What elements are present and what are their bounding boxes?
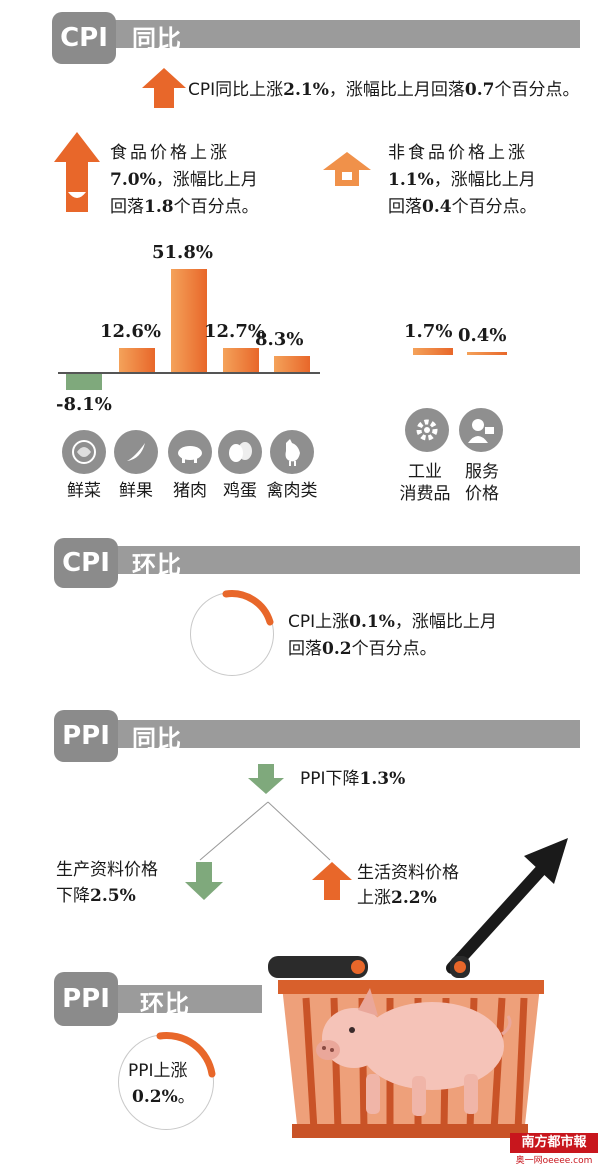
cpi-mom-section-bar <box>110 546 580 574</box>
nonfood-label-industry: 工业 消费品 <box>399 462 451 504</box>
nonfood-bar-label-0: 1.7% <box>404 321 453 343</box>
ppi-mom-badge: PPI <box>54 972 118 1026</box>
cpi-yoy-headline: CPI同比上涨2.1%，涨幅比上月回落0.7个百分点。 <box>188 80 580 100</box>
food-bar-1 <box>118 346 156 374</box>
nonfood-bar-label-1: 0.4% <box>458 325 507 346</box>
cpi-yoy-section-bar <box>110 20 580 48</box>
cpi-yoy-badge: CPI <box>52 12 116 64</box>
food-bar-3 <box>222 346 260 374</box>
newspaper-logo: 南方都市報 <box>510 1133 598 1153</box>
production-text-1: 生产资料价格 <box>56 860 158 880</box>
banana-icon <box>114 430 158 474</box>
food-price-text-2: 7.0%，涨幅比上月 <box>110 170 258 190</box>
basket-pig-illustration <box>268 838 568 1138</box>
living-text-2: 上涨2.2% <box>357 888 437 908</box>
nonfood-price-text: 非食品价格上涨 <box>388 143 528 163</box>
nonfood-price-text-2: 1.1%，涨幅比上月 <box>388 170 536 190</box>
living-text-1: 生活资料价格 <box>357 863 459 883</box>
food-up-arrow-icon <box>54 132 100 212</box>
vegetable-icon <box>62 430 106 474</box>
chicken-icon <box>270 430 314 474</box>
cpi-mom-text-2: 回落0.2个百分点。 <box>288 639 437 659</box>
production-down-arrow-icon <box>185 862 223 900</box>
nonfood-up-arrow-icon <box>323 152 371 186</box>
egg-icon <box>218 430 262 474</box>
food-label-poultry: 禽肉类 <box>266 481 318 501</box>
ppi-mom-section-bar <box>110 985 262 1013</box>
ppi-yoy-headline: PPI下降1.3% <box>300 769 406 789</box>
food-label-pork: 猪肉 <box>173 481 207 501</box>
ppi-yoy-badge: PPI <box>54 710 118 762</box>
production-text-2: 下降2.5% <box>56 886 136 906</box>
nonfood-bar-0 <box>412 347 454 356</box>
food-bar-0 <box>66 374 102 391</box>
food-bar-label-4: 8.3% <box>255 329 304 351</box>
ppi-down-arrow-icon <box>248 764 284 794</box>
ppi-yoy-section-bar <box>110 720 580 748</box>
food-chart-baseline <box>58 372 320 374</box>
ppi-mom-text-1: PPI上涨 <box>128 1061 188 1081</box>
ppi-mom-title: 环比 <box>140 990 190 1018</box>
cpi-yoy-title: 同比 <box>132 25 182 53</box>
cpi-mom-badge: CPI <box>54 538 118 588</box>
site-watermark: 奥一网oeeee.com <box>515 1156 593 1166</box>
food-price-text-3: 回落1.8个百分点。 <box>110 197 259 217</box>
cpi-mom-text-1: CPI上涨0.1%，涨幅比上月 <box>288 612 497 632</box>
food-bar-label-0: -8.1% <box>56 394 112 416</box>
cpi-yoy-up-arrow-icon <box>142 68 186 108</box>
nonfood-bar-1 <box>466 351 508 356</box>
food-bar-label-1: 12.6% <box>100 320 161 342</box>
living-up-arrow-icon <box>312 862 352 900</box>
ppi-mom-text-2: 0.2%。 <box>132 1087 195 1107</box>
food-label-fruit: 鲜果 <box>119 481 153 501</box>
cpi-mom-title: 环比 <box>132 551 182 579</box>
nonfood-label-service: 服务 价格 <box>465 462 499 504</box>
nonfood-price-text-3: 回落0.4个百分点。 <box>388 197 537 217</box>
ppi-mom-ring-arc <box>156 1032 216 1078</box>
food-price-text: 食品价格上涨 <box>110 143 230 163</box>
food-bar-label-3: 12.7% <box>204 320 265 342</box>
food-bar-2 <box>170 268 208 374</box>
ppi-yoy-title: 同比 <box>132 725 182 753</box>
food-label-vegetable: 鲜菜 <box>67 481 101 501</box>
service-person-icon <box>459 408 503 452</box>
cpi-mom-ring-arc <box>222 590 274 626</box>
pig-icon <box>168 430 212 474</box>
ppi-branch-lines <box>199 801 331 861</box>
gear-icon <box>405 408 449 452</box>
food-bar-label-2: 51.8% <box>152 242 213 264</box>
food-label-egg: 鸡蛋 <box>223 481 257 501</box>
